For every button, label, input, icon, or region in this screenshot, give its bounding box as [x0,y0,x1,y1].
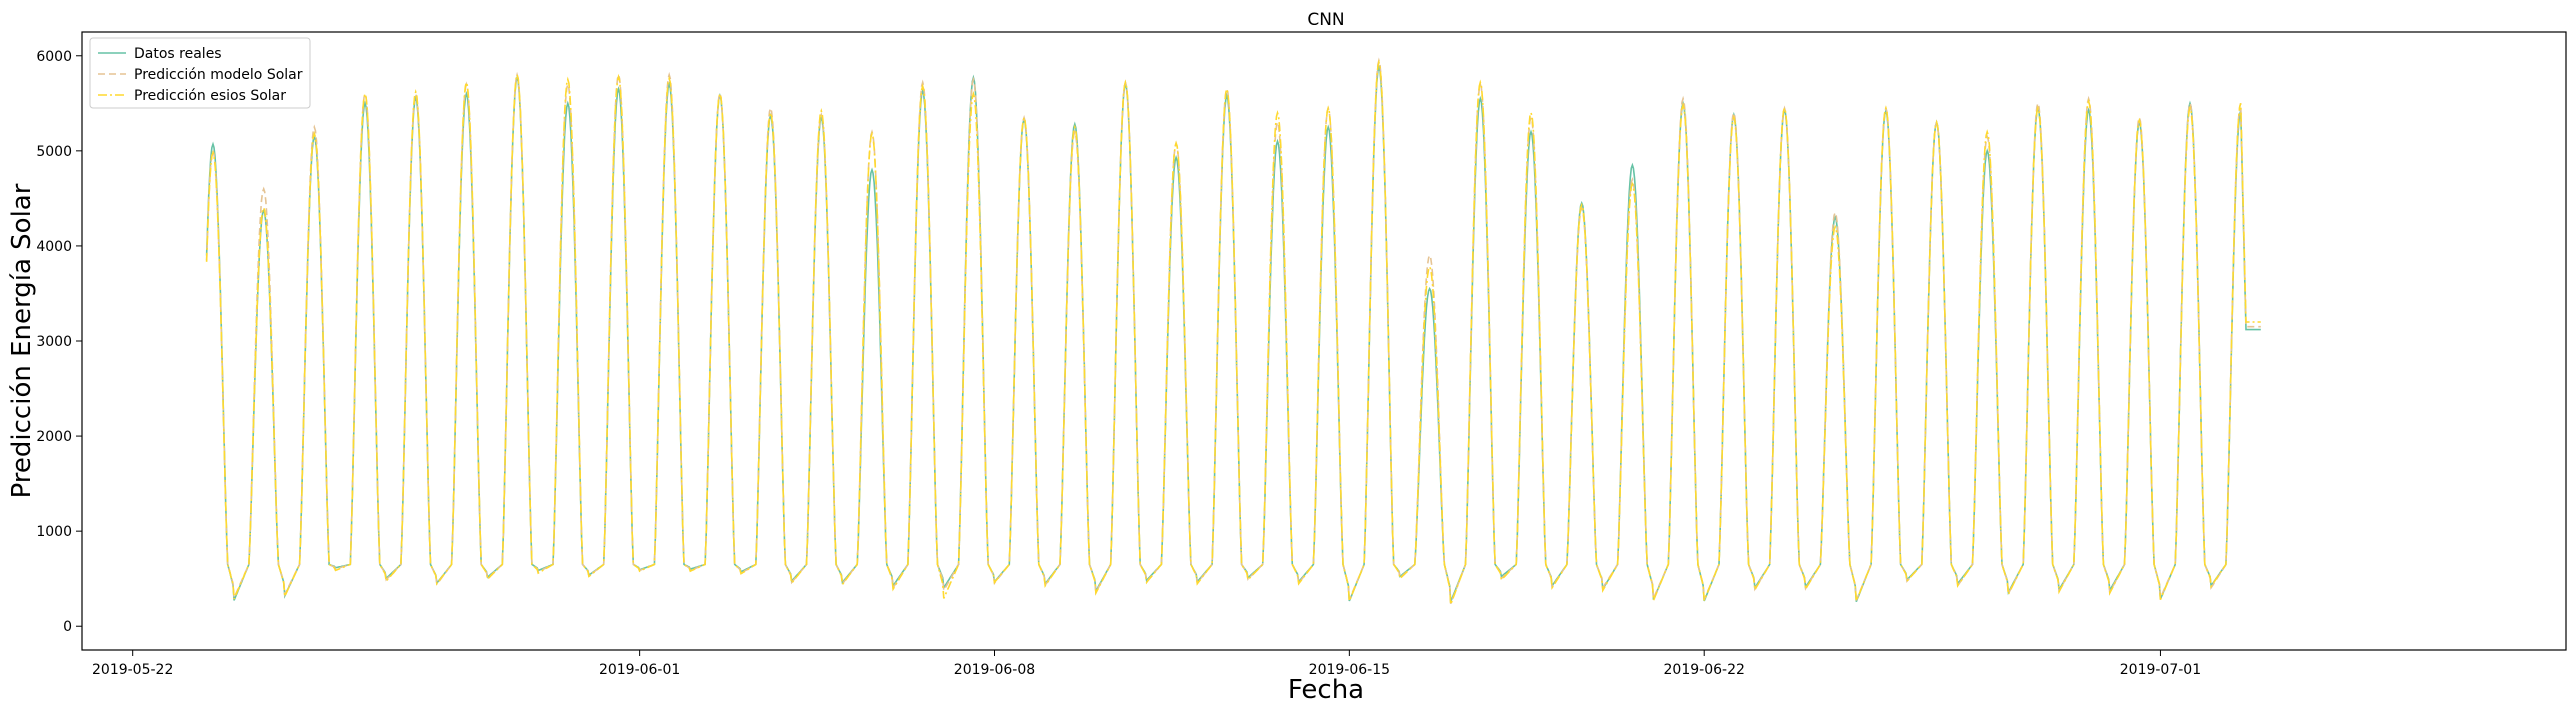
y-tick-label: 6000 [36,49,72,65]
x-tick-label: 2019-05-22 [92,662,173,678]
series-line-2 [205,57,2261,604]
legend-box [89,37,311,109]
y-axis: 0 1000 2000 3000 4000 5000 6000 [36,49,82,635]
y-tick-label: 2000 [36,429,72,445]
y-tick-label: 3000 [36,334,72,350]
series-line-1 [205,64,2261,603]
y-axis-title: Predicción Energía Solar [7,183,37,498]
y-tick-label: 1000 [36,524,72,540]
x-axis: 2019-05-22 2019-06-01 2019-06-08 2019-06-15… [92,650,2201,678]
y-tick-label: 4000 [36,239,72,255]
legend-label-1: Datos reales [134,46,222,62]
x-tick-label: 2019-06-22 [1664,662,1745,678]
legend-label-3: Predicción esios Solar [134,88,286,104]
plot-area-frame [81,31,2567,651]
series-line-3 [205,59,2261,605]
x-tick-label: 2019-06-01 [599,662,680,678]
legend: Datos reales Predicción modelo Solar Predi… [89,37,311,109]
y-tick-label: 0 [63,619,72,635]
y-tick-label: 5000 [36,144,72,160]
legend-label-2: Predicción modelo Solar [134,67,303,83]
x-axis-title: Fecha [1288,675,1364,705]
x-tick-label: 2019-06-08 [954,662,1035,678]
chart-title: CNN [1307,10,1344,30]
series-layer [205,57,2261,605]
x-tick-label: 2019-07-01 [2120,662,2201,678]
x-tick-label: 2019-06-15 [1309,662,1390,678]
